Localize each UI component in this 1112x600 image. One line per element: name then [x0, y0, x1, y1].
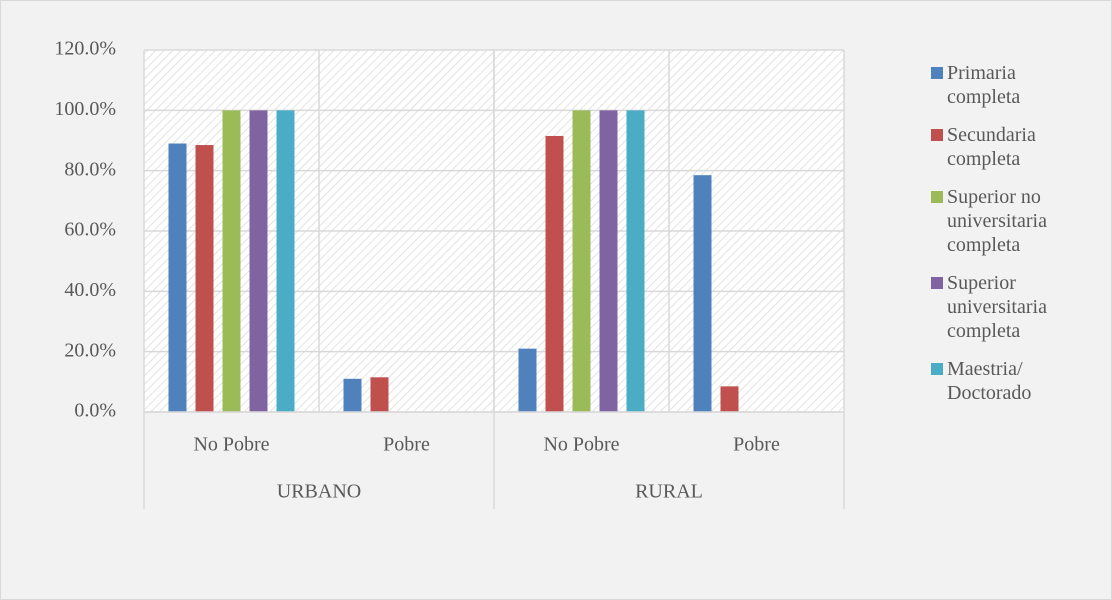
group-label: URBANO [277, 481, 361, 503]
legend-swatch [931, 191, 943, 203]
bar [518, 348, 537, 412]
legend: Primaria completa Secundaria completa Supe… [931, 61, 1081, 419]
bar [370, 377, 389, 412]
y-tick-label: 100.0% [54, 98, 116, 120]
bar [222, 110, 241, 412]
bar [195, 145, 214, 412]
bar [720, 386, 739, 412]
x-tick-label: Pobre [733, 434, 780, 456]
legend-label: Secundaria completa [947, 124, 1036, 170]
bar [693, 175, 712, 412]
bar [168, 143, 187, 412]
legend-item: Secundaria completa [931, 123, 1081, 171]
bar [599, 110, 618, 412]
bar [276, 110, 295, 412]
x-tick-label: No Pobre [193, 434, 269, 456]
legend-label: Superior no universitaria completa [947, 186, 1047, 256]
legend-label: Superior universitaria completa [947, 272, 1047, 342]
legend-swatch [931, 129, 943, 141]
legend-label: Primaria completa [947, 62, 1021, 108]
y-tick-label: 60.0% [64, 219, 116, 241]
y-tick-label: 120.0% [54, 38, 116, 60]
legend-item: Superior no universitaria completa [931, 185, 1081, 257]
legend-swatch [931, 67, 943, 79]
legend-label: Maestria/ Doctorado [947, 358, 1032, 404]
legend-item: Primaria completa [931, 61, 1081, 109]
y-tick-label: 80.0% [64, 158, 116, 180]
legend-item: Maestria/ Doctorado [931, 357, 1081, 405]
bar [626, 110, 645, 412]
legend-swatch [931, 363, 943, 375]
bar [249, 110, 268, 412]
x-tick-label: No Pobre [543, 434, 619, 456]
bar [545, 135, 564, 412]
legend-item: Superior universitaria completa [931, 271, 1081, 343]
bar [343, 378, 362, 412]
y-tick-label: 20.0% [64, 339, 116, 361]
x-tick-label: Pobre [383, 434, 430, 456]
legend-swatch [931, 277, 943, 289]
y-tick-label: 40.0% [64, 279, 116, 301]
group-label: RURAL [635, 481, 703, 503]
bar [572, 110, 591, 412]
y-tick-label: 0.0% [74, 400, 116, 422]
